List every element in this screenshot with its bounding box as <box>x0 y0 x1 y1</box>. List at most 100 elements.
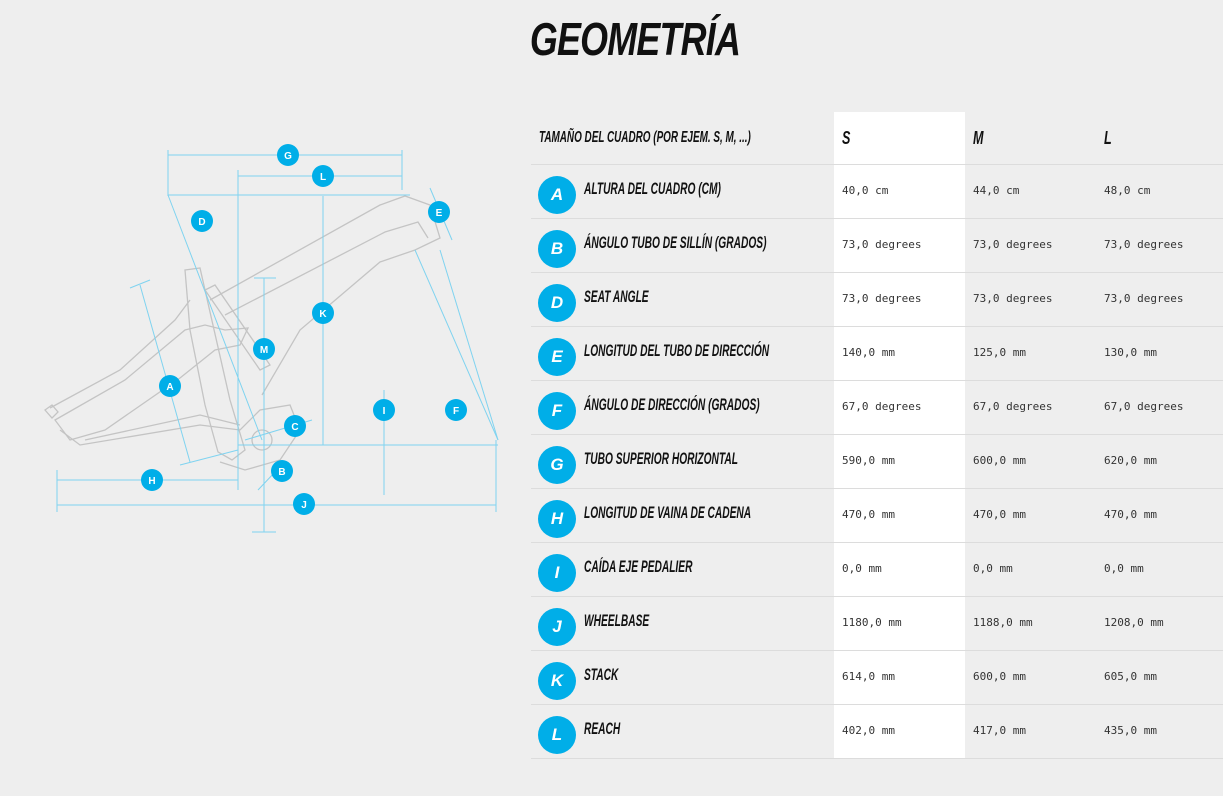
measure-value-s: 402,0 mm <box>842 724 895 737</box>
page-title: GEOMETRÍA <box>529 13 741 65</box>
measure-value-s: 1180,0 mm <box>842 616 902 629</box>
measure-value-m: 417,0 mm <box>973 724 1026 737</box>
marker-f-icon: F <box>445 399 467 421</box>
measure-letter-badge: F <box>538 392 576 430</box>
svg-text:J: J <box>301 500 307 511</box>
marker-m-icon: M <box>253 338 275 360</box>
measure-value-m: 73,0 degrees <box>973 292 1053 305</box>
measurement-markers: G L D E K M A I F C B H J <box>141 144 467 515</box>
measure-label: SEAT ANGLE <box>584 287 649 306</box>
table-row: I CAÍDA EJE PEDALIER 0,0 mm 0,0 mm 0,0 mm <box>531 542 1223 597</box>
measure-value-l: 130,0 mm <box>1104 346 1157 359</box>
svg-text:K: K <box>319 309 327 320</box>
measure-value-s: 0,0 mm <box>842 562 882 575</box>
table-row: F ÁNGULO DE DIRECCIÓN (GRADOS) 67,0 degree… <box>531 380 1223 435</box>
geometry-table: TAMAÑO DEL CUADRO (POR EJEM. S, M, ...) … <box>531 112 1223 759</box>
measure-letter-badge: G <box>538 446 576 484</box>
measure-value-l: 73,0 degrees <box>1104 238 1184 251</box>
measure-value-s: 67,0 degrees <box>842 400 922 413</box>
measure-letter-badge: K <box>538 662 576 700</box>
measure-value-s: 590,0 mm <box>842 454 895 467</box>
size-m-header: M <box>973 127 984 148</box>
measure-letter-badge: D <box>538 284 576 322</box>
table-row: H LONGITUD DE VAINA DE CADENA 470,0 mm 470,… <box>531 488 1223 543</box>
measure-value-l: 605,0 mm <box>1104 670 1157 683</box>
bike-frame-outline <box>44 195 441 471</box>
measure-value-l: 620,0 mm <box>1104 454 1157 467</box>
measure-value-s: 140,0 mm <box>842 346 895 359</box>
svg-text:C: C <box>291 422 298 433</box>
table-row: L REACH 402,0 mm 417,0 mm 435,0 mm <box>531 704 1223 759</box>
measure-value-m: 125,0 mm <box>973 346 1026 359</box>
marker-g-icon: G <box>277 144 299 166</box>
svg-text:E: E <box>436 208 443 219</box>
svg-text:D: D <box>198 217 205 228</box>
measure-value-m: 0,0 mm <box>973 562 1013 575</box>
svg-text:B: B <box>278 467 285 478</box>
svg-text:H: H <box>148 476 155 487</box>
measure-label: ÁNGULO TUBO DE SILLÍN (GRADOS) <box>584 233 767 252</box>
measure-value-l: 0,0 mm <box>1104 562 1144 575</box>
marker-b-icon: B <box>271 460 293 482</box>
frame-geometry-diagram: G L D E K M A I F C B H J <box>44 144 499 533</box>
svg-text:M: M <box>260 345 268 356</box>
measure-letter-badge: B <box>538 230 576 268</box>
size-l-header: L <box>1104 127 1112 148</box>
measure-value-l: 470,0 mm <box>1104 508 1157 521</box>
table-row: K STACK 614,0 mm 600,0 mm 605,0 mm <box>531 650 1223 705</box>
measure-label: CAÍDA EJE PEDALIER <box>584 557 693 576</box>
measure-value-m: 470,0 mm <box>973 508 1026 521</box>
table-header-row: TAMAÑO DEL CUADRO (POR EJEM. S, M, ...) … <box>531 112 1223 165</box>
svg-text:F: F <box>453 406 459 417</box>
measure-label: ÁNGULO DE DIRECCIÓN (GRADOS) <box>584 395 760 414</box>
measure-value-s: 40,0 cm <box>842 184 889 197</box>
marker-i-icon: I <box>373 399 395 421</box>
marker-c-icon: C <box>284 415 306 437</box>
measure-value-m: 44,0 cm <box>973 184 1020 197</box>
marker-d-icon: D <box>191 210 213 232</box>
measure-value-l: 1208,0 mm <box>1104 616 1164 629</box>
marker-a-icon: A <box>159 375 181 397</box>
measure-letter-badge: A <box>538 176 576 214</box>
measure-label: ALTURA DEL CUADRO (CM) <box>584 179 721 198</box>
measure-value-s: 73,0 degrees <box>842 292 922 305</box>
table-row: G TUBO SUPERIOR HORIZONTAL 590,0 mm 600,0 m… <box>531 434 1223 489</box>
measure-value-l: 73,0 degrees <box>1104 292 1184 305</box>
frame-size-header: TAMAÑO DEL CUADRO (POR EJEM. S, M, ...) <box>539 129 751 146</box>
measure-value-m: 1188,0 mm <box>973 616 1033 629</box>
svg-text:G: G <box>284 151 292 162</box>
svg-text:A: A <box>166 382 173 393</box>
measure-value-l: 435,0 mm <box>1104 724 1157 737</box>
table-row: B ÁNGULO TUBO DE SILLÍN (GRADOS) 73,0 degr… <box>531 218 1223 273</box>
measure-value-m: 600,0 mm <box>973 454 1026 467</box>
table-row: D SEAT ANGLE 73,0 degrees 73,0 degrees 73,0 … <box>531 272 1223 327</box>
measure-letter-badge: L <box>538 716 576 754</box>
measure-label: LONGITUD DE VAINA DE CADENA <box>584 503 752 522</box>
measure-value-m: 73,0 degrees <box>973 238 1053 251</box>
measure-label: LONGITUD DEL TUBO DE DIRECCIÓN <box>584 341 770 360</box>
table-row: J WHEELBASE 1180,0 mm 1188,0 mm 1208,0 mm <box>531 596 1223 651</box>
marker-l-icon: L <box>312 165 334 187</box>
measure-value-s: 73,0 degrees <box>842 238 922 251</box>
measure-value-l: 67,0 degrees <box>1104 400 1184 413</box>
size-s-header: S <box>842 127 851 148</box>
marker-h-icon: H <box>141 469 163 491</box>
measure-label: REACH <box>584 719 621 738</box>
measure-letter-badge: E <box>538 338 576 376</box>
measure-value-s: 614,0 mm <box>842 670 895 683</box>
measure-value-m: 600,0 mm <box>973 670 1026 683</box>
svg-text:I: I <box>383 406 386 417</box>
marker-e-icon: E <box>428 201 450 223</box>
measure-label: STACK <box>584 665 619 684</box>
table-row: E LONGITUD DEL TUBO DE DIRECCIÓN 140,0 mm 1… <box>531 326 1223 381</box>
measure-label: TUBO SUPERIOR HORIZONTAL <box>584 449 738 468</box>
measure-letter-badge: H <box>538 500 576 538</box>
measure-letter-badge: J <box>538 608 576 646</box>
table-row: A ALTURA DEL CUADRO (CM) 40,0 cm 44,0 cm 48,… <box>531 164 1223 219</box>
measure-letter-badge: I <box>538 554 576 592</box>
marker-k-icon: K <box>312 302 334 324</box>
measure-value-l: 48,0 cm <box>1104 184 1151 197</box>
measure-value-s: 470,0 mm <box>842 508 895 521</box>
marker-j-icon: J <box>293 493 315 515</box>
measure-label: WHEELBASE <box>584 611 650 630</box>
